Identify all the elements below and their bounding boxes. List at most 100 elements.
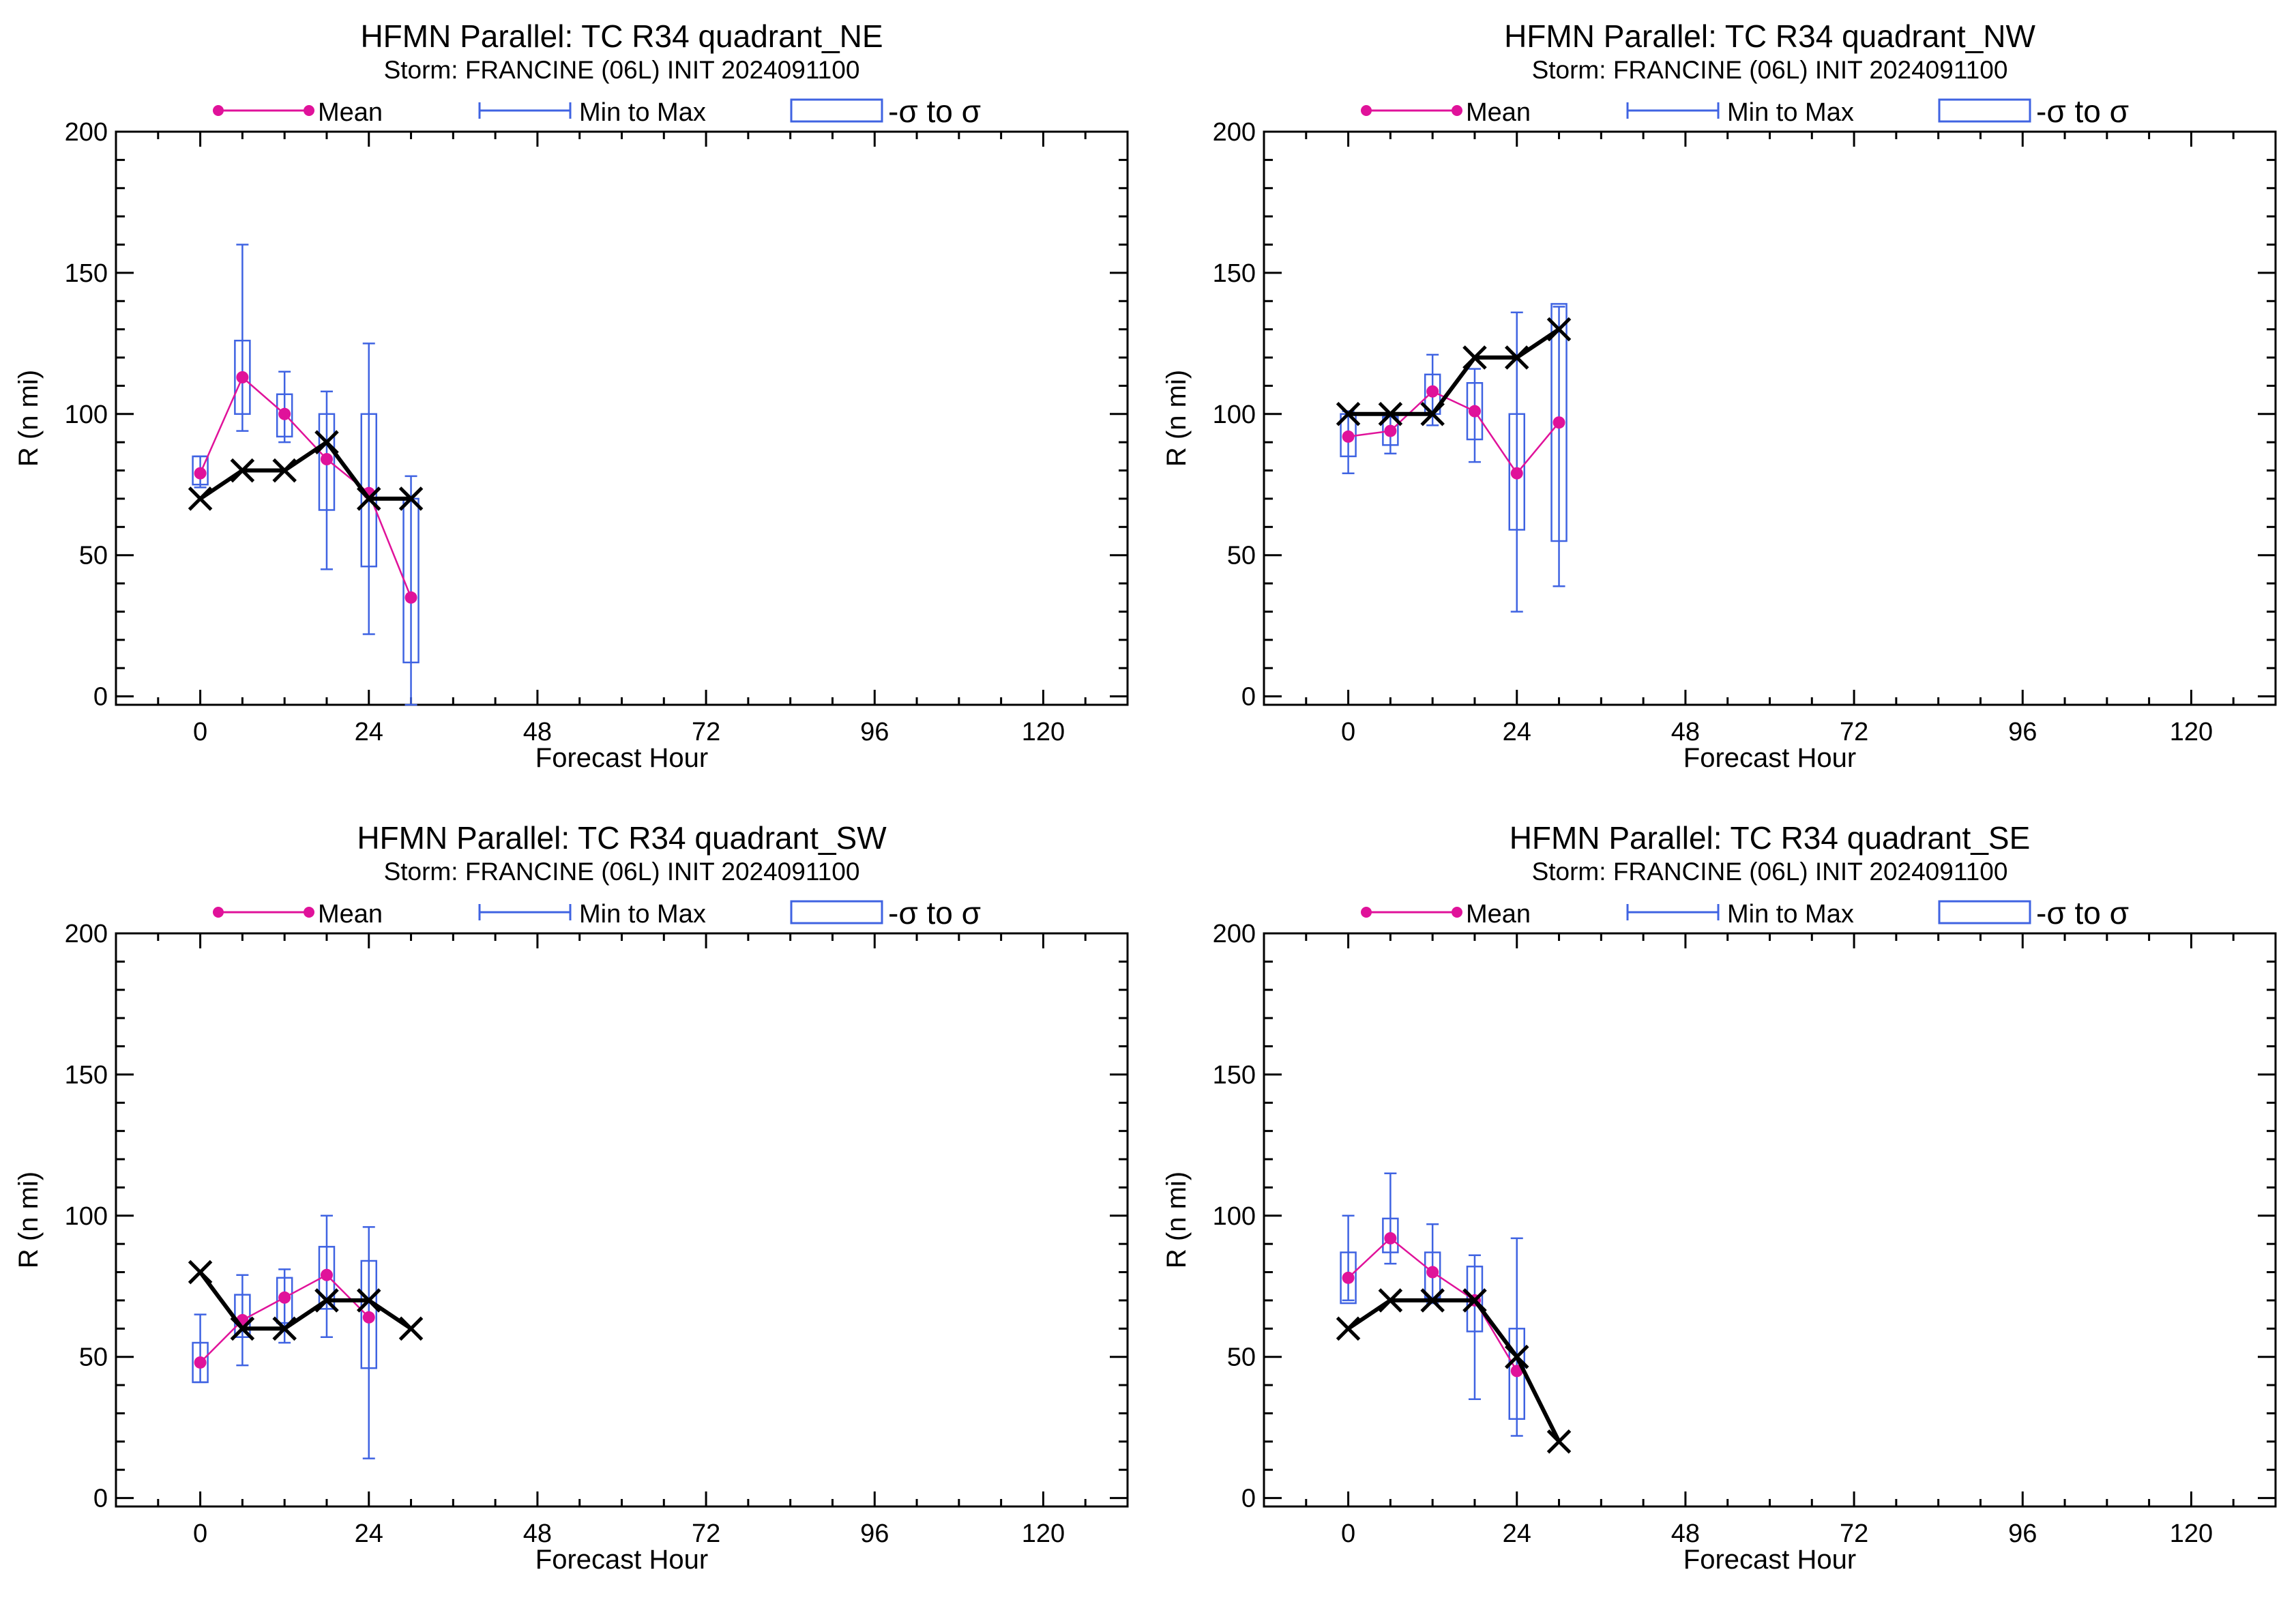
y-tick-label: 150 (1213, 1061, 1256, 1090)
chart-title: HFMN Parallel: TC R34 quadrant_NE (360, 18, 883, 54)
y-axis-label: R (n mi) (14, 370, 44, 467)
sigma-box (192, 1341, 209, 1384)
x-tick-label: 120 (2170, 718, 2213, 746)
sigma-box (1508, 413, 1525, 531)
legend-mean-marker (1452, 907, 1462, 918)
mean-point (236, 371, 249, 383)
x-tick-label: 0 (1341, 1519, 1355, 1548)
obs-marker (314, 1288, 339, 1313)
x-tick-label: 72 (1840, 718, 1868, 746)
sigma-box (360, 1259, 377, 1369)
mean-point (1384, 424, 1397, 437)
series-layer (188, 1214, 424, 1459)
y-tick-label: 50 (79, 542, 108, 570)
legend-mean-marker (304, 907, 314, 918)
y-tick-label: 100 (65, 400, 108, 429)
sigma-box (318, 1246, 336, 1310)
y-tick-label: 150 (65, 1061, 108, 1090)
obs-marker (356, 1288, 381, 1313)
x-axis-label: Forecast Hour (1683, 743, 1856, 773)
sigma-box (1382, 1217, 1399, 1253)
x-tick-label: 96 (2008, 718, 2037, 746)
chart-panel: HFMN Parallel: TC R34 quadrant_SEStorm: … (1162, 820, 2277, 1575)
mean-point (1384, 1232, 1397, 1244)
plot-frame (1263, 932, 2277, 1508)
x-tick-label: 120 (1022, 1519, 1065, 1548)
mean-point (194, 1356, 207, 1369)
plot-frame (115, 932, 1129, 1508)
mean-line (199, 375, 412, 598)
y-axis-label: R (n mi) (1162, 370, 1192, 467)
x-axis-label: Forecast Hour (535, 743, 708, 773)
mean-point (1552, 416, 1565, 429)
y-tick-label: 0 (1241, 683, 1256, 712)
y-tick-label: 200 (1213, 118, 1256, 147)
mean-point (1510, 467, 1523, 480)
obs-marker (1420, 402, 1445, 426)
x-tick-label: 72 (1840, 1519, 1868, 1548)
y-tick-label: 0 (93, 683, 108, 712)
legend-sigma-label: -σ to σ (2036, 895, 2129, 931)
legend-sigma-box (1938, 900, 2031, 924)
chart-panel: HFMN Parallel: TC R34 quadrant_SWStorm: … (14, 820, 1129, 1575)
chart-title: HFMN Parallel: TC R34 quadrant_SW (357, 820, 887, 856)
mean-point (1426, 1266, 1439, 1279)
legend-sigma-label: -σ to σ (2036, 93, 2129, 129)
legend: Mean Min to Max -σ to σ (1361, 895, 2129, 931)
y-tick-label: 0 (1241, 1485, 1256, 1513)
y-axis-label: R (n mi) (14, 1171, 44, 1268)
legend: Mean Min to Max -σ to σ (213, 895, 981, 931)
obs-marker (1420, 1288, 1445, 1313)
plot-frame (115, 130, 1129, 706)
mean-point (1426, 385, 1439, 398)
legend-sigma-label: -σ to σ (888, 895, 981, 931)
plot-frame (1263, 130, 2277, 706)
chart-subtitle: Storm: FRANCINE (06L) INIT 2024091100 (384, 56, 860, 84)
legend-mean-marker (213, 907, 224, 918)
sigma-box (192, 455, 209, 486)
obs-marker (188, 1259, 213, 1285)
mean-point (1342, 1271, 1355, 1284)
x-tick-label: 0 (193, 718, 207, 746)
x-axis-label: Forecast Hour (1683, 1545, 1856, 1575)
legend-range-label: Min to Max (579, 98, 706, 127)
obs-marker (1378, 402, 1403, 426)
obs-marker (272, 1316, 297, 1341)
obs-marker (1336, 1316, 1361, 1341)
obs-marker (356, 486, 381, 511)
obs-marker (1462, 345, 1487, 370)
y-tick-label: 0 (93, 1485, 108, 1513)
legend-range-label: Min to Max (579, 900, 706, 929)
mean-point (1468, 405, 1481, 418)
legend: Mean Min to Max -σ to σ (213, 93, 981, 129)
mean-point (404, 591, 417, 604)
obs-marker (230, 458, 255, 483)
obs-marker (1546, 1429, 1572, 1454)
x-tick-label: 0 (193, 1519, 207, 1548)
y-tick-label: 200 (1213, 920, 1256, 948)
sigma-box (1382, 416, 1399, 446)
chart-panel: HFMN Parallel: TC R34 quadrant_NWStorm: … (1162, 18, 2277, 773)
sigma-box (276, 393, 293, 438)
mean-point (1342, 430, 1355, 443)
x-tick-label: 48 (523, 718, 552, 746)
y-tick-label: 50 (1227, 542, 1256, 570)
x-tick-label: 24 (355, 718, 383, 746)
mean-point (320, 453, 333, 465)
obs-marker (314, 430, 339, 454)
x-tick-label: 48 (523, 1519, 552, 1548)
legend-sigma-box (790, 900, 883, 924)
obs-marker (1336, 402, 1361, 426)
sigma-box (1466, 382, 1484, 441)
mean-point (362, 1311, 375, 1324)
obs-marker (272, 458, 297, 483)
legend-sigma-label: -σ to σ (888, 93, 981, 129)
obs-marker (230, 1316, 255, 1341)
legend-mean-label: Mean (1466, 98, 1531, 127)
legend-mean-marker (1452, 105, 1462, 116)
mean-line (1348, 390, 1560, 475)
chart-panel: HFMN Parallel: TC R34 quadrant_NEStorm: … (14, 18, 1129, 773)
legend-mean-marker (1361, 105, 1372, 116)
sigma-box (276, 1277, 293, 1324)
